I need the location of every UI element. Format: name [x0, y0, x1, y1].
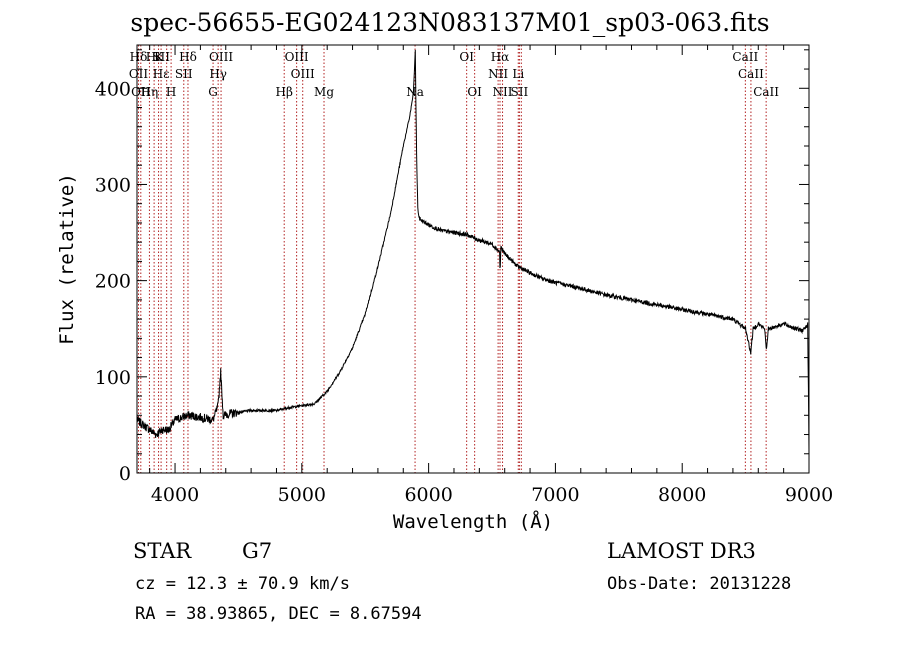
- line-label: K: [154, 50, 164, 64]
- chart-title: spec-56655-EG024123N083137M01_sp03-063.f…: [130, 8, 770, 37]
- x-tick-label: 6000: [404, 484, 452, 506]
- y-tick-label: 0: [119, 463, 131, 485]
- object-class: STAR: [133, 539, 192, 563]
- coordinates: RA = 38.93865, DEC = 8.67594: [135, 604, 422, 624]
- line-label: Hγ: [209, 67, 227, 81]
- line-label: Hδ: [130, 50, 148, 64]
- line-label: OII: [129, 67, 149, 81]
- line-label: CaII: [738, 67, 764, 81]
- spectrum-series: [136, 49, 810, 455]
- line-label: CaII: [753, 85, 779, 99]
- line-label: Li: [512, 67, 524, 81]
- line-label: OIII: [291, 67, 315, 81]
- spectrum-chart: HδOIIOIIHηHεKHεSIIHSIIHδGHγOIIIHβOIIIOII…: [56, 44, 833, 533]
- x-tick-label: 5000: [278, 484, 326, 506]
- line-label: OI: [467, 85, 482, 99]
- emission-line-markers: [138, 45, 767, 473]
- line-label: SII: [175, 67, 193, 81]
- y-tick-label: 200: [95, 271, 131, 293]
- redshift-velocity: cz = 12.3 ± 70.9 km/s: [135, 574, 350, 594]
- line-label: Hη: [141, 85, 159, 99]
- line-label: Hβ: [276, 85, 293, 99]
- line-label: H: [166, 85, 176, 99]
- line-label: Hδ: [179, 50, 197, 64]
- line-label: Hε: [153, 67, 170, 81]
- line-labels: HδOIIOIIHηHεKHεSIIHSIIHδGHγOIIIHβOIIIOII…: [129, 50, 779, 99]
- line-label: NII: [493, 85, 513, 99]
- x-axis-label: Wavelength (Å): [393, 510, 553, 533]
- x-tick-label: 7000: [531, 484, 579, 506]
- x-tick-label: 8000: [658, 484, 706, 506]
- line-label: NII: [488, 67, 508, 81]
- line-label: Na: [406, 85, 424, 99]
- survey-name: LAMOST DR3: [607, 539, 756, 563]
- observation-date: Obs-Date: 20131228: [607, 574, 792, 594]
- x-tick-label: 4000: [151, 484, 199, 506]
- line-label: OIII: [285, 50, 309, 64]
- line-label: Hε: [146, 50, 163, 64]
- line-label: SII: [152, 50, 170, 64]
- line-label: OI: [459, 50, 474, 64]
- spectrum-line: [136, 49, 810, 455]
- y-tick-label: 100: [95, 367, 131, 389]
- line-label: G: [208, 85, 218, 99]
- object-subclass: G7: [242, 539, 273, 563]
- line-label: SII: [511, 85, 529, 99]
- y-tick-label: 400: [95, 78, 131, 100]
- y-axis-label: Flux (relative): [56, 173, 78, 345]
- line-label: OIII: [209, 50, 233, 64]
- line-label: CaII: [732, 50, 758, 64]
- line-label: Mg: [314, 85, 334, 99]
- x-tick-label: 9000: [785, 484, 833, 506]
- line-label: Hα: [491, 50, 510, 64]
- y-tick-label: 300: [95, 174, 131, 196]
- axes: 4000 5000 6000 7000 8000 9000 0 100 200 300 400 Wav…: [56, 44, 833, 533]
- plot-frame: [136, 44, 810, 474]
